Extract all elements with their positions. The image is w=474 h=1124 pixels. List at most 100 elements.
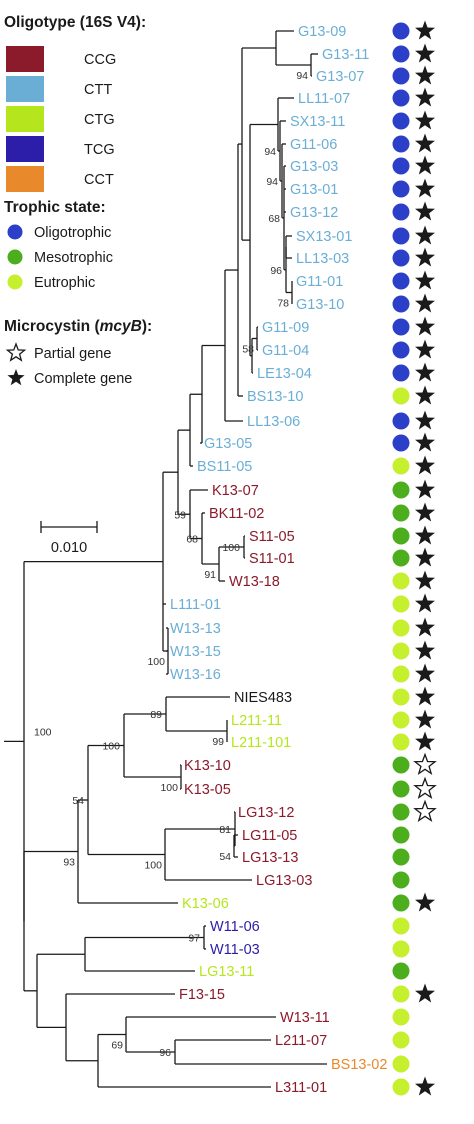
partial-gene-star-icon: [413, 799, 437, 823]
oligotype-label-ctt: CTT: [84, 82, 112, 98]
trophic-marker-meso: [392, 894, 410, 912]
trophic-marker-meso: [392, 527, 410, 545]
complete-gene-star-icon: [415, 479, 435, 499]
leaf-label-g13-11: G13-11: [322, 47, 369, 63]
complete-gene-star-icon: [415, 293, 435, 313]
complete-gene-star-icon: [415, 225, 435, 245]
complete-gene-star-icon: [415, 502, 435, 522]
trophic-marker-meso: [392, 962, 410, 980]
complete-gene-star-icon: [415, 593, 435, 613]
leaf-labels: G13-09 G13-11 G13-07 LL11-07 SX13-11 G11-06 G1…: [170, 24, 387, 1096]
mcy-legend-label-complete: Complete gene: [34, 371, 132, 387]
complete-gene-star-icon: [415, 640, 435, 660]
trophic-legend-label-meso: Mesotrophic: [34, 250, 113, 266]
trophic-marker-oligo: [392, 45, 410, 63]
leaf-label-l111-01: L111-01: [170, 597, 221, 613]
microcystin-markers: [413, 20, 437, 1096]
leaf-label-bs13-10: BS13-10: [247, 389, 303, 405]
leaf-label-w11-03: W11-03: [210, 942, 260, 958]
trophic-marker-eu: [392, 688, 410, 706]
complete-gene-star-icon: [415, 362, 435, 382]
trophic-marker-oligo: [392, 67, 410, 85]
trophic-marker-eu: [392, 572, 410, 590]
bootstrap-value: 94: [266, 176, 278, 188]
oligotype-swatch-ctg: [6, 106, 44, 132]
leaf-label-g13-12: G13-12: [290, 205, 338, 221]
bootstrap-value: 100: [147, 656, 165, 668]
leaf-label-w13-13: W13-13: [170, 621, 221, 637]
bootstrap-value: 58: [242, 344, 254, 356]
bootstrap-value: 100: [222, 542, 240, 554]
leaf-label-sx13-11: SX13-11: [290, 114, 345, 130]
leaf-label-k13-05: K13-05: [184, 782, 231, 798]
complete-gene-star-icon: [415, 709, 435, 729]
leaf-label-g11-01: G11-01: [296, 274, 343, 290]
trophic-marker-eu: [392, 457, 410, 475]
bootstrap-value: 96: [159, 1047, 171, 1059]
leaf-label-le13-04: LE13-04: [257, 366, 312, 382]
leaf-label-w13-11: W13-11: [280, 1010, 330, 1026]
bootstrap-value: 54: [72, 795, 84, 807]
complete-gene-star-icon: [415, 892, 435, 912]
leaf-label-w13-16: W13-16: [170, 667, 221, 683]
leaf-label-ll13-03: LL13-03: [296, 251, 349, 267]
trophic-marker-eu: [392, 665, 410, 683]
leaf-label-bk11-02: BK11-02: [209, 506, 264, 522]
complete-gene-star-icon: [415, 339, 435, 359]
trophic-marker-meso: [392, 481, 410, 499]
oligotype-swatch-ccg: [6, 46, 44, 72]
complete-gene-star-icon: [415, 570, 435, 590]
microcystin-legend-title: Microcystin (mcyB):: [4, 318, 152, 335]
oligotype-label-cct: CCT: [84, 172, 114, 188]
trophic-marker-eu: [392, 985, 410, 1003]
complete-gene-star-icon: [415, 385, 435, 405]
leaf-label-k13-06: K13-06: [182, 896, 229, 912]
bootstrap-value: 97: [188, 933, 200, 945]
scale-bar: 0.010: [40, 521, 98, 556]
tree-branches: [4, 30, 327, 1088]
complete-gene-star-icon: [415, 133, 435, 153]
bootstrap-value: 54: [219, 851, 231, 863]
trophic-marker-eu: [392, 917, 410, 935]
complete-gene-star-icon: [415, 270, 435, 290]
leaf-label-lg13-03: LG13-03: [256, 873, 312, 889]
trophic-marker-oligo: [392, 341, 410, 359]
leaf-label-f13-15: F13-15: [179, 987, 225, 1003]
complete-gene-star-icon: [415, 155, 435, 175]
complete-gene-star-icon: [415, 410, 435, 430]
leaf-label-lg11-05: LG11-05: [242, 828, 297, 844]
complete-gene-star-icon: [415, 247, 435, 267]
partial-gene-star-icon: [413, 752, 437, 776]
trophic-marker-meso: [392, 848, 410, 866]
leaf-label-ll13-06: LL13-06: [247, 414, 300, 430]
leaf-label-g13-10: G13-10: [296, 297, 344, 313]
trophic-marker-eu: [392, 1031, 410, 1049]
leaf-label-bs13-02: BS13-02: [331, 1057, 387, 1073]
leaf-label-ll11-07: LL11-07: [298, 91, 350, 107]
complete-gene-star-icon: [415, 525, 435, 545]
leaf-label-g13-01: G13-01: [290, 182, 338, 198]
trophic-marker-eu: [392, 733, 410, 751]
trophic-legend: Oligotrophic Mesotrophic Eutrophic: [7, 224, 113, 291]
oligotype-swatch-tcg: [6, 136, 44, 162]
trophic-marker-oligo: [392, 249, 410, 267]
complete-gene-star-icon: [415, 316, 435, 336]
leaf-label-nies483: NIES483: [234, 690, 292, 706]
trophic-state-markers: [392, 22, 410, 1096]
complete-gene-star-icon: [415, 178, 435, 198]
trophic-marker-oligo: [392, 157, 410, 175]
trophic-marker-meso: [392, 549, 410, 567]
trophic-marker-oligo: [392, 434, 410, 452]
leaf-label-k13-07: K13-07: [212, 483, 259, 499]
trophic-legend-label-oligo: Oligotrophic: [34, 225, 111, 241]
leaf-label-s11-01: S11-01: [249, 551, 295, 567]
complete-gene-star-icon: [415, 617, 435, 637]
leaf-label-l311-01: L311-01: [275, 1080, 327, 1096]
bootstrap-value: 100: [144, 860, 162, 872]
trophic-marker-meso: [392, 504, 410, 522]
trophic-marker-eu: [392, 1008, 410, 1026]
trophic-marker-eu: [392, 1078, 410, 1096]
leaf-label-w13-18: W13-18: [229, 574, 280, 590]
bootstrap-value: 78: [277, 298, 289, 310]
bootstrap-value: 100: [34, 726, 52, 738]
